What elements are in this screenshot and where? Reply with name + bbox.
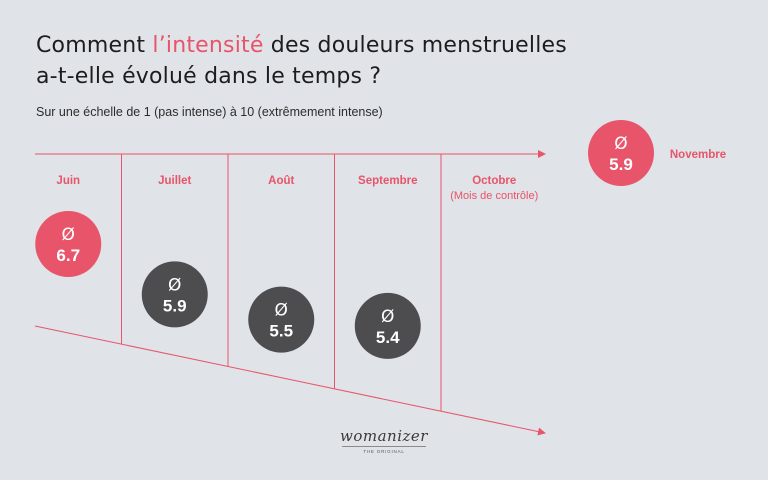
average-symbol: Ø: [381, 307, 394, 327]
value-bubble: Ø5.9: [588, 120, 654, 186]
bubble-circle: [248, 286, 315, 353]
month-label: Novembre: [670, 149, 726, 161]
logo-subtext: THE ORIGINAL: [363, 449, 405, 454]
title-highlight: l’intensité: [152, 33, 264, 58]
logo-text: womanizer: [340, 427, 428, 445]
bubble-circle: [141, 261, 208, 328]
average-symbol: Ø: [62, 225, 75, 245]
bubble-value: 5.4: [376, 328, 400, 347]
bubble-circle: [354, 292, 421, 359]
bubble-value: 5.9: [609, 155, 633, 174]
month-note: (Mois de contrôle): [450, 190, 538, 202]
title-line2: a-t-elle évolué dans le temps ?: [36, 64, 382, 89]
average-symbol: Ø: [168, 275, 181, 295]
month-label: Août: [268, 175, 294, 187]
chart-subtitle: Sur une échelle de 1 (pas intense) à 10 …: [36, 105, 383, 119]
bubble-value: 5.5: [269, 322, 293, 341]
chart-title: Comment l’intensité des douleurs menstru…: [36, 30, 736, 92]
average-symbol: Ø: [275, 301, 288, 321]
value-bubble: Ø6.7: [35, 211, 102, 277]
month-label: Juin: [56, 175, 80, 187]
value-bubble: Ø5.9: [141, 261, 208, 328]
title-prefix: Comment: [36, 33, 153, 58]
logo-divider: [342, 446, 426, 447]
month-label: Octobre: [472, 175, 516, 187]
bubble-value: 6.7: [56, 246, 80, 265]
bubble-circle: [35, 211, 102, 277]
value-bubble: Ø5.5: [248, 286, 315, 353]
bottom-trend-arrow: [34, 325, 546, 436]
value-bubble: Ø5.4: [354, 292, 421, 359]
womanizer-logo: womanizer THE ORIGINAL: [334, 427, 434, 454]
average-symbol: Ø: [614, 134, 627, 154]
month-label: Juillet: [158, 175, 191, 187]
month-label: Septembre: [358, 175, 417, 187]
title-line1-rest: des douleurs menstruelles: [263, 33, 567, 58]
bubble-circle: [588, 120, 654, 186]
bubble-value: 5.9: [163, 296, 187, 315]
